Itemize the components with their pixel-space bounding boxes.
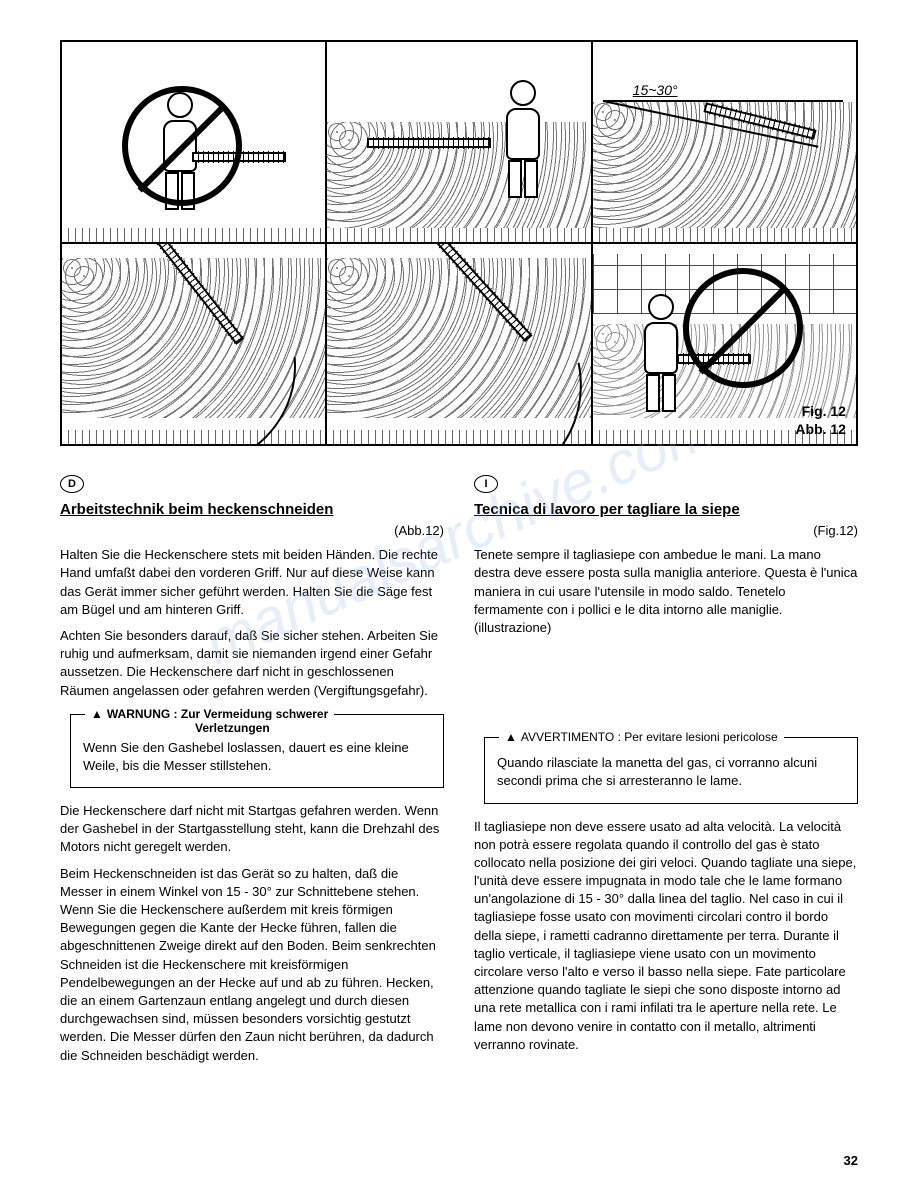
- illustration-angle: 15~30°: [591, 42, 856, 242]
- warning-title-italian-text: AVVERTIMENTO : Per evitare lesioni peric…: [521, 729, 778, 746]
- warning-title-german-text-b: Verletzungen: [195, 721, 270, 735]
- page: manualsarchive.com: [0, 0, 918, 1188]
- german-para-4: Beim Heckenschneiden ist das Gerät so zu…: [60, 865, 444, 1065]
- text-columns: D Arbeitstechnik beim heckenschneiden (A…: [60, 474, 858, 1073]
- warning-title-german-line2: Verletzungen: [191, 720, 274, 737]
- angle-label: 15~30°: [633, 82, 678, 98]
- german-para-3: Die Heckenschere darf nicht mit Startgas…: [60, 802, 444, 857]
- figure-label: Fig. 12 Abb. 12: [795, 402, 846, 438]
- german-para-2: Achten Sie besonders darauf, daß Sie sic…: [60, 627, 444, 700]
- illustration-vertical-sweep-2: [325, 244, 590, 444]
- warning-title-italian: ▲ AVVERTIMENTO : Per evitare lesioni per…: [499, 729, 784, 746]
- figure-label-fig: Fig. 12: [795, 402, 846, 420]
- figure-label-abb: Abb. 12: [795, 420, 846, 438]
- italian-para-2: Il tagliasiepe non deve essere usato ad …: [474, 818, 858, 1054]
- illustration-fence-prohibited: Fig. 12 Abb. 12: [591, 244, 856, 444]
- subref-italian: (Fig.12): [474, 522, 858, 540]
- warning-body-german: Wenn Sie den Gashebel loslassen, dauert …: [83, 739, 431, 775]
- warning-icon: ▲: [505, 729, 517, 746]
- lang-badge-d: D: [60, 475, 84, 493]
- german-para-1: Halten Sie die Heckenschere stets mit be…: [60, 546, 444, 619]
- illustration-two-hand-horizontal: [325, 42, 590, 242]
- figure-12-grid: 15~30°: [60, 40, 858, 446]
- spacer: [474, 645, 858, 723]
- lang-badge-i: I: [474, 475, 498, 493]
- page-number: 32: [844, 1153, 858, 1168]
- column-german: D Arbeitstechnik beim heckenschneiden (A…: [60, 474, 444, 1073]
- italian-para-1: Tenete sempre il tagliasiepe con ambedue…: [474, 546, 858, 637]
- column-italian: I Tecnica di lavoro per tagliare la siep…: [474, 474, 858, 1073]
- subref-german: (Abb.12): [60, 522, 444, 540]
- warning-icon: ▲: [91, 706, 103, 723]
- warning-box-italian: ▲ AVVERTIMENTO : Per evitare lesioni per…: [484, 737, 858, 803]
- illustration-vertical-sweep-1: [62, 244, 325, 444]
- illustration-row-bottom: Fig. 12 Abb. 12: [62, 242, 856, 444]
- heading-italian: Tecnica di lavoro per tagliare la siepe: [474, 499, 858, 520]
- heading-german: Arbeitstechnik beim heckenschneiden: [60, 499, 444, 520]
- illustration-one-hand-prohibited: [62, 42, 325, 242]
- illustration-row-top: 15~30°: [62, 42, 856, 242]
- warning-box-german: ▲ WARNUNG : Zur Vermeidung schwerer Verl…: [70, 714, 444, 788]
- warning-body-italian: Quando rilasciate la manetta del gas, ci…: [497, 754, 845, 790]
